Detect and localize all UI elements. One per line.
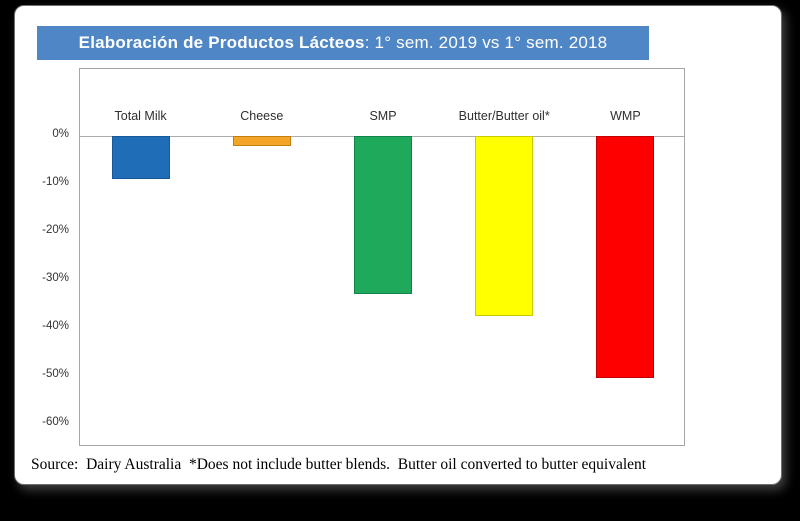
y-tick-label: 0% — [52, 128, 69, 140]
y-tick-label: -40% — [42, 320, 69, 332]
category-label: WMP — [610, 108, 641, 123]
source-note: Source: Dairy Australia *Does not includ… — [31, 456, 647, 473]
bar-butter-butter-oil — [475, 136, 534, 316]
y-axis: 0% -10% -20% -30% -40% -50% -60% — [15, 68, 75, 446]
category-label: Total Milk — [114, 108, 167, 123]
category-label: Cheese — [240, 108, 284, 123]
bar-cheese — [232, 136, 291, 146]
chart-title-subtitle: : 1° sem. 2019 vs 1° sem. 2018 — [364, 33, 608, 52]
bar-wmp — [596, 136, 655, 379]
y-tick-label: -30% — [42, 272, 69, 284]
bar-smp — [354, 136, 412, 295]
y-tick-label: -60% — [42, 416, 69, 428]
y-tick-label: -50% — [42, 368, 69, 380]
plot-area: Total Milk Cheese SMP Butter/Butter oil* WMP — [79, 68, 685, 446]
y-tick-label: -10% — [42, 176, 69, 188]
bar-total-milk — [111, 136, 170, 180]
chart-title-banner: Elaboración de Productos Lácteos: 1° sem… — [37, 26, 649, 60]
chart-panel: Elaboración de Productos Lácteos: 1° sem… — [14, 5, 782, 485]
chart-title-main: Elaboración de Productos Lácteos — [78, 33, 365, 52]
category-label: Butter/Butter oil* — [458, 108, 550, 123]
y-tick-label: -20% — [42, 224, 69, 236]
category-label: SMP — [369, 108, 397, 123]
